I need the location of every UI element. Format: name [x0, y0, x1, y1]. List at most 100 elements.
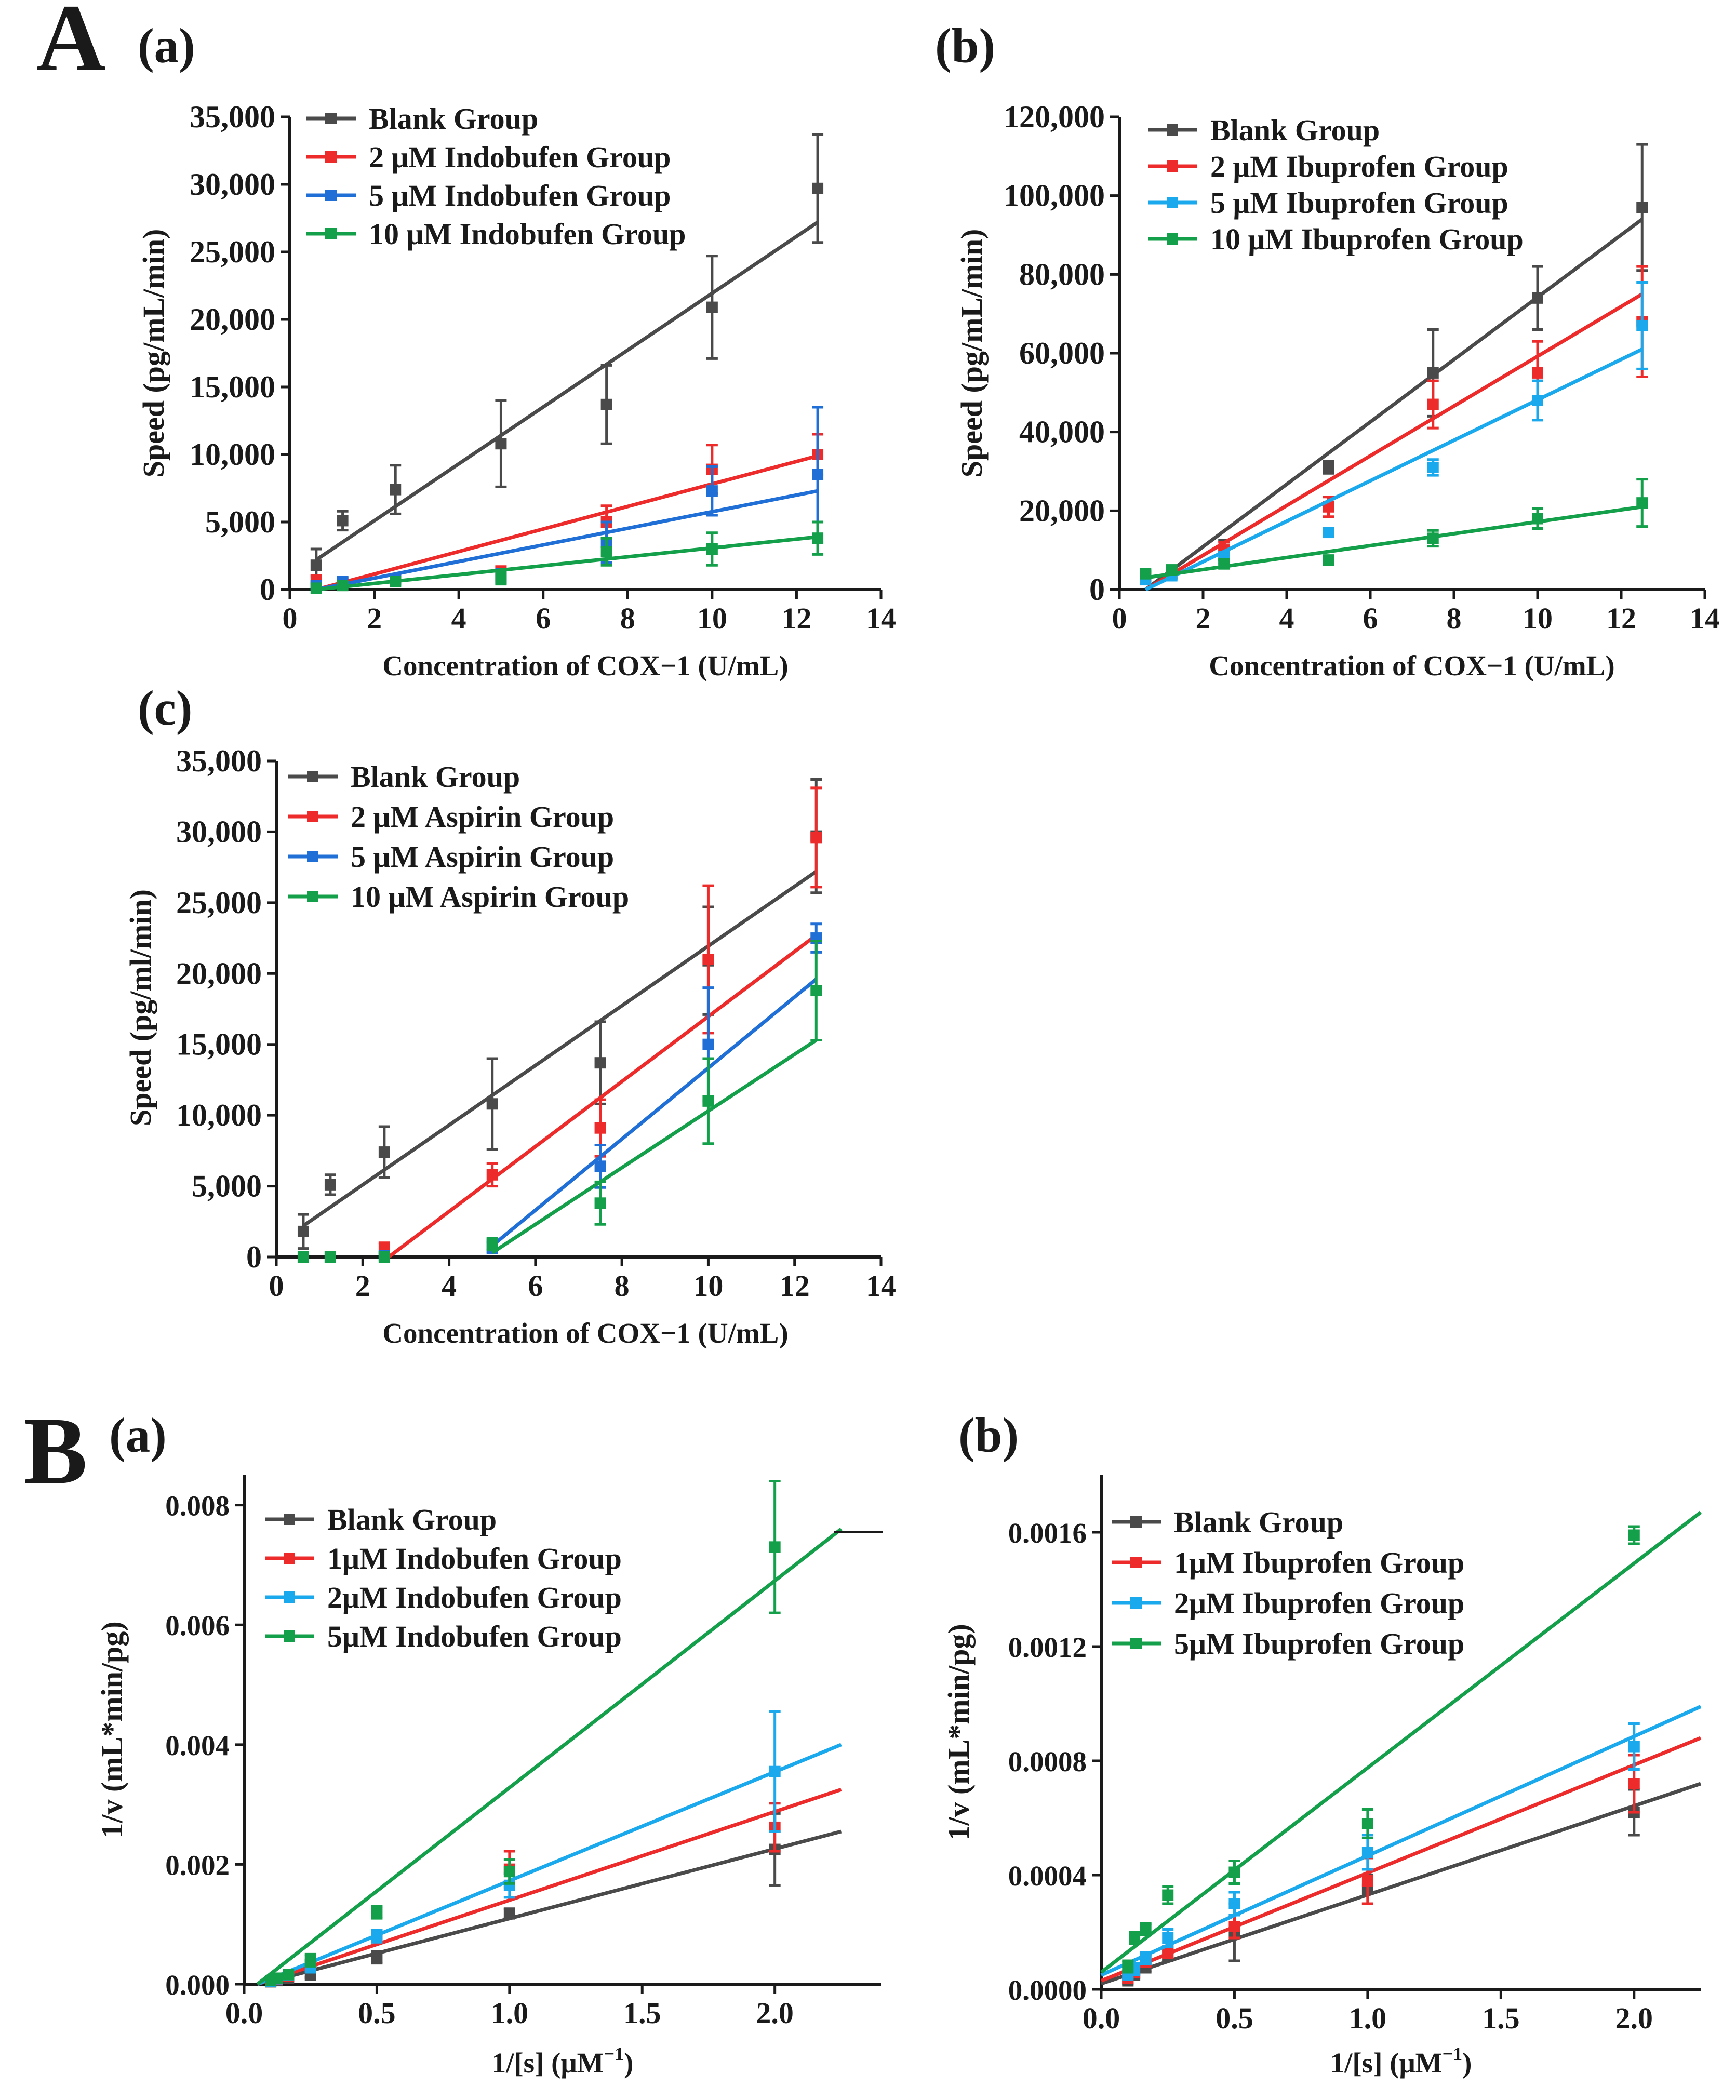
- fit-line: [1144, 218, 1644, 591]
- legend-label: 10 μM Ibuprofen Group: [1210, 222, 1524, 256]
- data-point: [1532, 395, 1543, 406]
- y-tick-label: 25,000: [176, 886, 262, 920]
- legend-marker: [1167, 233, 1178, 245]
- y-tick-label: 5,000: [192, 1169, 262, 1203]
- y-tick-label: 100,000: [1004, 179, 1105, 213]
- x-tick-label: 4: [451, 601, 466, 635]
- data-point: [486, 1238, 498, 1250]
- data-point: [1636, 497, 1648, 509]
- data-point: [702, 1038, 714, 1050]
- x-tick-label: 0.5: [358, 1996, 396, 2030]
- data-point: [283, 1969, 295, 1981]
- legend-marker: [284, 1591, 295, 1603]
- data-point: [310, 559, 322, 571]
- data-point: [371, 1906, 383, 1918]
- data-point: [495, 571, 507, 583]
- data-point: [1427, 461, 1439, 473]
- x-tick-label: 0.0: [1083, 2001, 1120, 2035]
- data-point: [1129, 1932, 1141, 1944]
- data-point: [1323, 461, 1334, 473]
- x-tick-label: 4: [1279, 601, 1294, 635]
- x-tick-label: 0.5: [1216, 2001, 1253, 2035]
- y-tick-label: 0.000: [165, 1969, 230, 2001]
- data-point: [769, 1765, 781, 1777]
- legend-label: 2 μM Aspirin Group: [351, 800, 614, 834]
- x-tick-label: 14: [866, 601, 896, 635]
- fit-line: [270, 1829, 842, 1983]
- x-axis-label: Concentration of COX−1 (U/mL): [382, 650, 788, 681]
- data-point: [1636, 202, 1648, 213]
- series-0: Blank Group: [265, 1503, 842, 1988]
- series-3: 5μM Ibuprofen Group: [1100, 1510, 1702, 1974]
- data-point: [769, 1541, 781, 1553]
- data-point: [812, 532, 824, 544]
- legend-marker: [1130, 1557, 1142, 1568]
- legend-marker: [1167, 197, 1178, 208]
- legend-label: Blank Group: [327, 1503, 497, 1536]
- y-tick-label: 10,000: [176, 1098, 262, 1132]
- y-tick-label: 25,000: [190, 235, 275, 269]
- legend-label: 5 μM Ibuprofen Group: [1210, 186, 1508, 220]
- chart-Bb: (b) 0.0 0.5 1.0 1.5 2.0 0.0000 0.0004 0.0008 0.00…: [942, 1408, 1702, 2079]
- data-point: [390, 484, 402, 496]
- x-tick-label: 14: [866, 1269, 896, 1303]
- x-tick-label: 10: [697, 601, 727, 635]
- x-tick-label: 12: [781, 601, 811, 635]
- panel-label-B: B: [23, 1398, 87, 1504]
- y-tick-label: 0.004: [165, 1730, 230, 1761]
- y-tick-label: 0.0016: [1008, 1517, 1087, 1549]
- legend-marker: [1167, 160, 1178, 172]
- legend-marker: [307, 771, 318, 782]
- panel-label-A: A: [36, 0, 106, 91]
- fit-line: [1100, 1510, 1702, 1974]
- y-tick-label: 120,000: [1004, 100, 1105, 134]
- x-tick-label: 4: [442, 1269, 457, 1303]
- series-0: Blank Group: [1100, 1505, 1702, 1987]
- x-axis-label: 1/[s] (μM−1): [1330, 2043, 1472, 2079]
- data-point: [503, 1866, 515, 1878]
- data-point: [371, 1951, 383, 1963]
- legend-marker: [307, 811, 318, 822]
- y-tick-label: 0.0008: [1008, 1746, 1087, 1777]
- series-0: Blank Group: [306, 102, 824, 583]
- chart-Ab: (b) 0 2 4 6 8 10 12 14 0 20,000 40,000 60,000 80,000 1…: [935, 18, 1720, 681]
- fit-line: [1144, 347, 1643, 592]
- y-tick-label: 5,000: [205, 505, 275, 539]
- series-3: 10 μM Indobufen Group: [306, 217, 824, 594]
- fit-line: [256, 1528, 843, 1986]
- subpanel-label: (c): [138, 680, 192, 735]
- y-tick-label: 15,000: [190, 370, 275, 404]
- data-point: [337, 580, 349, 592]
- x-tick-label: 2.0: [1615, 2001, 1653, 2035]
- y-tick-label: 30,000: [190, 167, 275, 202]
- subpanel-label: (a): [109, 1408, 167, 1463]
- legend-marker: [1130, 1638, 1142, 1649]
- x-tick-label: 6: [536, 601, 551, 635]
- fit-line: [1100, 1736, 1702, 1983]
- fit-line: [388, 933, 818, 1259]
- y-tick-label: 20,000: [176, 956, 262, 991]
- x-tick-label: 1.5: [1482, 2001, 1520, 2035]
- legend-label: 1μM Ibuprofen Group: [1174, 1546, 1464, 1580]
- fit-line: [1100, 1782, 1702, 1986]
- legend-label: 5 μM Indobufen Group: [369, 179, 671, 212]
- x-tick-label: 2: [367, 601, 382, 635]
- y-tick-label: 20,000: [190, 302, 275, 337]
- y-tick-label: 0: [260, 572, 275, 607]
- data-point: [810, 832, 822, 844]
- data-point: [600, 546, 612, 558]
- chart-Ac: (c) 0 2 4 6 8 10 12 14 0 5,000 10,000 15,000 20,000 25…: [124, 680, 896, 1349]
- legend-marker: [325, 228, 337, 239]
- y-axis-label: Speed (pg/mL/min): [955, 229, 989, 478]
- data-point: [1361, 1875, 1373, 1887]
- legend-marker: [284, 1553, 295, 1564]
- subpanel-label: (b): [958, 1408, 1019, 1463]
- y-tick-label: 0.002: [165, 1849, 230, 1881]
- fit-line: [315, 220, 819, 561]
- data-point: [1532, 292, 1543, 304]
- series-3: 10 μM Ibuprofen Group: [1140, 222, 1648, 580]
- x-axis-label-tail: ): [1462, 2047, 1472, 2079]
- data-point: [378, 1251, 390, 1263]
- data-point: [1140, 1952, 1152, 1964]
- y-tick-label: 20,000: [1019, 493, 1105, 528]
